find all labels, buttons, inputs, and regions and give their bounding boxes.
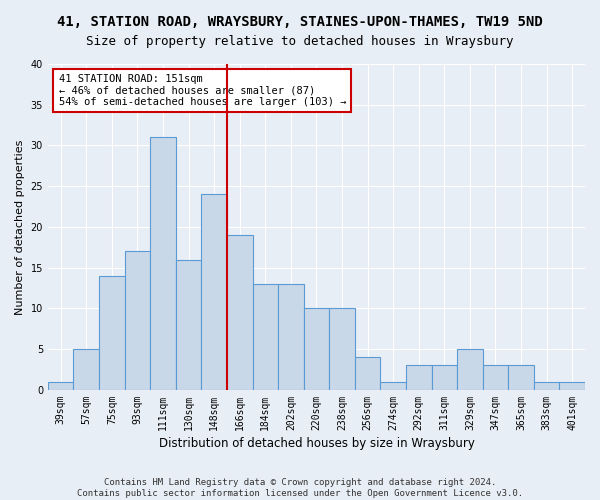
Bar <box>150 138 176 390</box>
Text: 41 STATION ROAD: 151sqm
← 46% of detached houses are smaller (87)
54% of semi-de: 41 STATION ROAD: 151sqm ← 46% of detache… <box>59 74 346 107</box>
Text: Contains HM Land Registry data © Crown copyright and database right 2024.
Contai: Contains HM Land Registry data © Crown c… <box>77 478 523 498</box>
X-axis label: Distribution of detached houses by size in Wraysbury: Distribution of detached houses by size … <box>158 437 475 450</box>
Bar <box>73 349 99 390</box>
Text: 41, STATION ROAD, WRAYSBURY, STAINES-UPON-THAMES, TW19 5ND: 41, STATION ROAD, WRAYSBURY, STAINES-UPO… <box>57 15 543 29</box>
Y-axis label: Number of detached properties: Number of detached properties <box>15 140 25 314</box>
Bar <box>99 276 125 390</box>
Bar <box>406 366 431 390</box>
Bar <box>457 349 482 390</box>
Bar <box>48 382 73 390</box>
Text: Size of property relative to detached houses in Wraysbury: Size of property relative to detached ho… <box>86 35 514 48</box>
Bar <box>482 366 508 390</box>
Bar <box>253 284 278 390</box>
Bar <box>304 308 329 390</box>
Bar <box>278 284 304 390</box>
Bar <box>380 382 406 390</box>
Bar <box>534 382 559 390</box>
Bar <box>559 382 585 390</box>
Bar <box>329 308 355 390</box>
Bar <box>431 366 457 390</box>
Bar <box>508 366 534 390</box>
Bar <box>227 235 253 390</box>
Bar <box>176 260 202 390</box>
Bar <box>125 252 150 390</box>
Bar <box>202 194 227 390</box>
Bar <box>355 358 380 390</box>
